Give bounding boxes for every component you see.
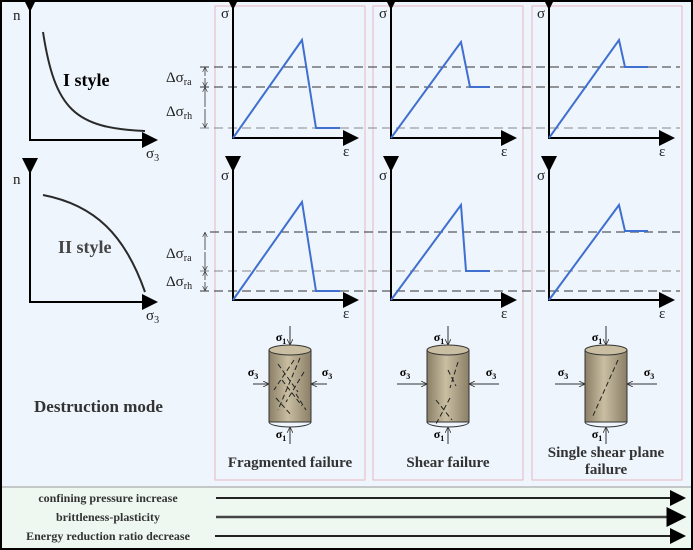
failure-caption: Single shear plane [548, 445, 665, 461]
svg-text:σ1: σ1 [276, 330, 287, 346]
stress-curve [232, 37, 340, 139]
stress-strain-graph: σε [537, 156, 675, 322]
svg-text:Δσrh: Δσrh [166, 274, 192, 292]
n-sigma3-graph-i: n σ3 I style [13, 0, 159, 164]
crack-pattern [591, 359, 619, 419]
stress-curve [390, 202, 490, 301]
svg-text:σ3: σ3 [400, 365, 411, 381]
svg-text:σ: σ [537, 6, 545, 22]
svg-text:σ: σ [221, 168, 229, 184]
stress-curve [390, 39, 490, 139]
stress-strain-graph: σε [379, 0, 517, 160]
svg-text:σ3: σ3 [146, 308, 159, 326]
crack-pattern [435, 361, 459, 425]
svg-text:σ: σ [537, 168, 545, 184]
svg-text:σ3: σ3 [486, 365, 497, 381]
stress-strain-graph: σε [537, 0, 675, 160]
svg-text:ε: ε [501, 144, 507, 160]
style-label-ii: II style [58, 237, 112, 257]
n-sigma3-graph-ii: n σ3 II style [13, 158, 159, 326]
svg-text:σ: σ [379, 6, 387, 22]
svg-text:ε: ε [343, 144, 349, 160]
stress-strain-graph: σε [221, 156, 359, 322]
rock-specimen: σ1 σ1 σ3 σ3 Fragmented failure [228, 326, 353, 471]
svg-text:Δσrh: Δσrh [166, 104, 192, 122]
stress-curve [232, 199, 340, 301]
trend-label: brittleness-plasticity [56, 510, 160, 524]
svg-text:ε: ε [501, 306, 507, 322]
style-label-i: I style [63, 70, 110, 90]
crack-pattern [273, 357, 307, 417]
trend-label: confining pressure increase [38, 491, 178, 505]
svg-text:ε: ε [343, 306, 349, 322]
trend-arrows: confining pressure increase brittleness-… [26, 490, 687, 544]
svg-text:σ1: σ1 [592, 330, 603, 346]
svg-text:σ3: σ3 [322, 365, 333, 381]
svg-text:σ1: σ1 [434, 330, 445, 346]
failure-caption: failure [585, 462, 628, 478]
svg-text:Δσra: Δσra [166, 246, 192, 264]
svg-text:Δσra: Δσra [166, 70, 192, 88]
svg-text:σ3: σ3 [558, 365, 569, 381]
svg-text:ε: ε [659, 306, 665, 322]
rock-specimen: σ1 σ1 σ3 σ3 Shear failure [397, 326, 499, 471]
svg-text:ε: ε [659, 144, 665, 160]
svg-text:σ1: σ1 [434, 427, 445, 443]
destruction-mode-label: Destruction mode [34, 397, 163, 416]
delta-annotations: Δσra Δσrh Δσra Δσrh [166, 68, 205, 292]
stress-curve [548, 202, 648, 301]
svg-text:σ1: σ1 [592, 427, 603, 443]
stress-strain-graph: σε [379, 156, 517, 322]
stress-strain-graph: σε [221, 0, 359, 160]
stress-curve [548, 37, 648, 139]
svg-text:n: n [13, 8, 21, 24]
svg-text:n: n [13, 172, 21, 188]
svg-text:σ1: σ1 [276, 427, 287, 443]
trend-label: Energy reduction ratio decrease [26, 529, 191, 543]
svg-text:σ: σ [379, 168, 387, 184]
failure-caption: Shear failure [406, 455, 490, 471]
svg-text:σ3: σ3 [644, 365, 655, 381]
failure-caption: Fragmented failure [228, 455, 353, 471]
svg-text:σ: σ [221, 6, 229, 22]
svg-text:σ3: σ3 [248, 365, 259, 381]
